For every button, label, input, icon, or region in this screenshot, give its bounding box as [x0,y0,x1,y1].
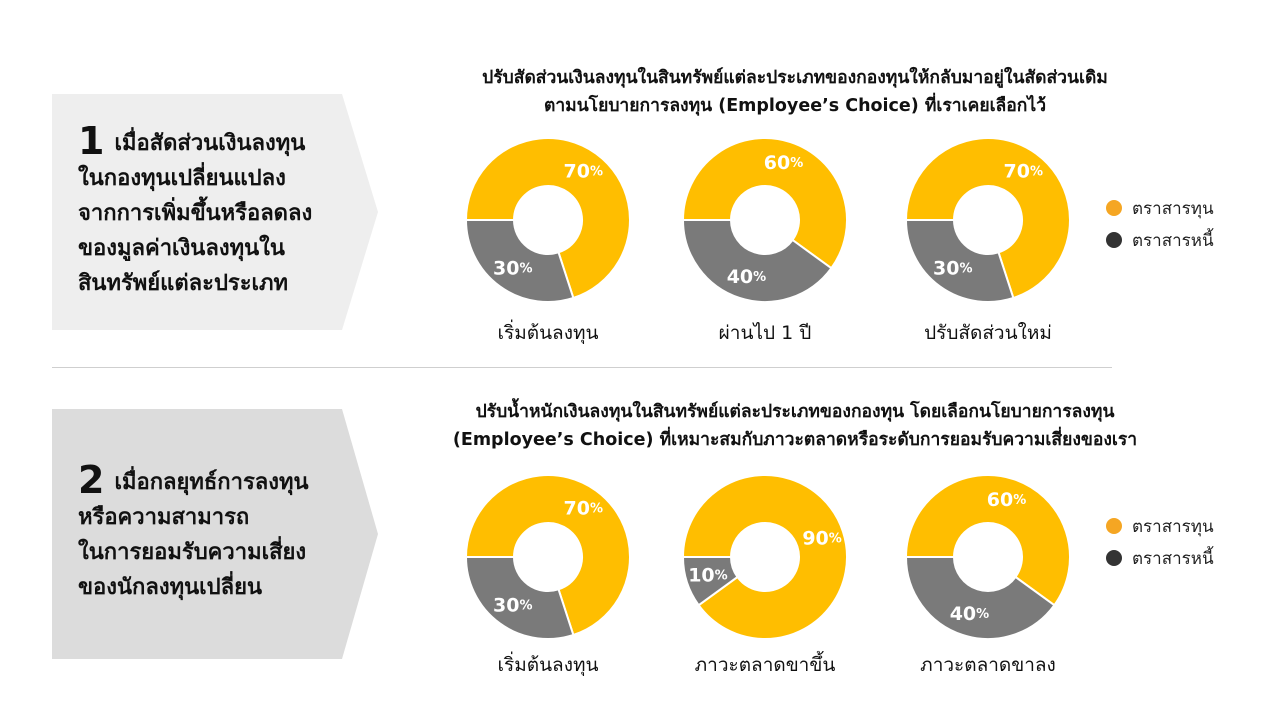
section-heading: ปรับน้ำหนักเงินลงทุนในสินทรัพย์แต่ละประเ… [380,398,1210,454]
legend-item-equity: ตราสารทุน [1106,192,1214,224]
slice-label-bond: 40% [727,266,766,288]
legend-label-equity: ตราสารทุน [1132,516,1214,537]
slice-bond [904,556,1056,640]
donut-chart-bull-market: 90% 10% [681,474,848,640]
chart-caption: เริ่มต้นลงทุน [497,322,599,344]
legend-dot-bond [1106,550,1122,566]
legend-label-equity: ตราสารทุน [1132,198,1214,219]
section-label-panel: 2 เมื่อกลยุทธ์การลงทุน หรือความสามารถ ในก… [52,409,378,659]
slice-equity [904,474,1071,607]
slice-label-bond: 30% [493,257,532,279]
section-label-text: 2 เมื่อกลยุทธ์การลงทุน หรือความสามารถ ในก… [78,461,309,605]
legend: ตราสารทุน ตราสารหนี้ [1106,510,1214,574]
legend-item-bond: ตราสารหนี้ [1106,224,1214,256]
slice-label-equity: 70% [564,160,603,182]
slice-label-bond: 30% [933,257,972,279]
legend-dot-bond [1106,232,1122,248]
legend-item-bond: ตราสารหนี้ [1106,542,1214,574]
section-label-line: จากการเพิ่มขึ้นหรือลดลง [78,200,313,226]
slice-label-bond: 10% [688,564,727,586]
legend-dot-equity [1106,518,1122,534]
legend-item-equity: ตราสารทุน [1106,510,1214,542]
slice-equity [904,137,1071,300]
section-label-line: เมื่อกลยุทธ์การลงทุน [114,470,309,495]
section-number: 1 [78,118,105,163]
chart-caption: ปรับสัดส่วนใหม่ [924,322,1052,344]
section-label-text: 1 เมื่อสัดส่วนเงินลงทุน ในกองทุนเปลี่ยนแป… [78,122,313,301]
section-label-line: ของนักลงทุนเปลี่ยน [78,575,263,600]
slice-equity [464,137,631,300]
legend-dot-equity [1106,200,1122,216]
section-label-line: ของมูลค่าเงินลงทุนใน [78,235,285,261]
chart-caption: ภาวะตลาดขาลง [920,654,1056,676]
heading-line: (Employee’s Choice) ที่เหมาะสมกับภาวะตลา… [452,430,1138,450]
section-label-line: เมื่อสัดส่วนเงินลงทุน [114,130,306,156]
donut-chart-after-1-year: 60% 40% [681,137,848,303]
chart-caption: ภาวะตลาดขาขึ้น [694,654,836,676]
slice-bond [904,219,1015,303]
slice-bond [464,556,575,640]
donut-chart-start: 70% 30% [464,474,631,640]
donut-chart-bear-market: 60% 40% [904,474,1071,640]
slice-equity [681,137,848,270]
slice-bond [681,556,739,607]
legend-label-bond: ตราสารหนี้ [1132,230,1214,251]
section-label-line: สินทรัพย์แต่ละประเภท [78,270,289,296]
donut-chart-start: 70% 30% [464,137,631,303]
slice-equity [681,474,848,640]
slice-equity [464,474,631,637]
chart-caption: เริ่มต้นลงทุน [497,654,599,676]
section-label-panel: 1 เมื่อสัดส่วนเงินลงทุน ในกองทุนเปลี่ยนแป… [52,94,378,330]
section-heading: ปรับสัดส่วนเงินลงทุนในสินทรัพย์แต่ละประเ… [380,64,1210,120]
legend-label-bond: ตราสารหนี้ [1132,548,1214,569]
slice-bond [464,219,575,303]
section-label-line: ในการยอมรับความเสี่ยง [78,540,307,565]
section-strategy-change: 2 เมื่อกลยุทธ์การลงทุน หรือความสามารถ ในก… [0,360,1280,720]
heading-line: ปรับน้ำหนักเงินลงทุนในสินทรัพย์แต่ละประเ… [475,402,1115,422]
slice-label-equity: 70% [1004,160,1043,182]
section-rebalance: 1 เมื่อสัดส่วนเงินลงทุน ในกองทุนเปลี่ยนแป… [52,64,1214,344]
heading-line: ตามนโยบายการลงทุน (Employee’s Choice) ที… [543,96,1047,116]
section-label-line: ในกองทุนเปลี่ยนแปลง [78,165,286,191]
heading-line: ปรับสัดส่วนเงินลงทุนในสินทรัพย์แต่ละประเ… [482,68,1108,88]
section-divider [52,367,1112,368]
slice-label-bond: 30% [493,594,532,616]
slice-bond [681,219,833,303]
section-label-line: หรือความสามารถ [78,505,250,530]
slice-label-equity: 70% [564,497,603,519]
donut-chart-rebalanced: 70% 30% [904,137,1071,303]
slice-label-equity: 90% [802,527,841,549]
slice-label-equity: 60% [987,488,1026,510]
section-number: 2 [78,458,105,502]
slice-label-bond: 40% [950,603,989,625]
legend: ตราสารทุน ตราสารหนี้ [1106,192,1214,256]
chart-caption: ผ่านไป 1 ปี [718,322,812,344]
slice-label-equity: 60% [764,151,803,173]
